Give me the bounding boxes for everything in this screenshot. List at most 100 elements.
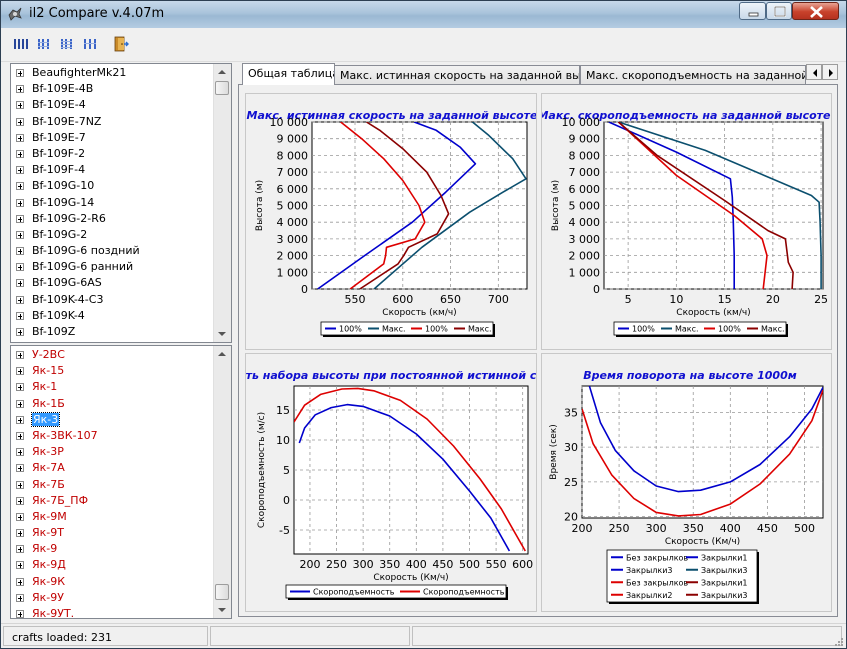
expand-plus-icon[interactable] [16,383,24,392]
expand-plus-icon[interactable] [16,351,24,359]
close-button[interactable] [792,2,839,20]
tree-item-label[interactable]: Як-9М [32,509,67,523]
tree-item[interactable]: Як-9УТ. [11,606,214,619]
tree-item[interactable]: Bf-109G-2 [11,227,214,243]
expand-plus-icon[interactable] [16,480,24,489]
tree-item[interactable]: Як-3ВК-107 [11,428,214,444]
tree-item[interactable]: У-2ВС [11,347,214,363]
expand-plus-icon[interactable] [16,166,24,175]
tree-item-label[interactable]: Як-1Б [32,396,65,410]
tree-item[interactable]: Як-7Б [11,477,214,493]
tree-item-label[interactable]: Bf-109K-4 [32,308,85,322]
tree-item-label[interactable]: Bf-109G-6 ранний [32,260,134,274]
view-4-icon[interactable] [82,36,98,52]
tree-top-scrollbar[interactable] [213,64,231,342]
tree-item[interactable]: Як-9У [11,590,214,606]
expand-plus-icon[interactable] [16,464,24,473]
tree-item[interactable]: Bf-109G-2-R6 [11,211,214,227]
tree-item[interactable]: Як-9К [11,574,214,590]
expand-plus-icon[interactable] [16,610,24,618]
tree-item-label[interactable]: Як-7Б [32,477,65,491]
tree-item[interactable]: Bf-109E-7 [11,130,214,146]
tree-item[interactable]: Як-7А [11,460,214,476]
tree-item-label[interactable]: Bf-109E-7 [32,130,86,144]
expand-plus-icon[interactable] [16,230,24,239]
tree-item[interactable]: BeaufighterMk21 [11,65,214,81]
minimize-button[interactable] [739,2,766,20]
expand-plus-icon[interactable] [16,279,24,288]
tree-top-scroll-thumb[interactable] [215,81,229,95]
tree-item-label[interactable]: Bf-109Z [32,325,76,338]
tree-item-label[interactable]: Bf-109G-2-R6 [32,211,106,225]
tree-item-label[interactable]: Bf-109G-14 [32,195,95,209]
tab-scroll-left-icon[interactable] [806,64,822,80]
tree-item[interactable]: Як-9Т [11,525,214,541]
tree-item-label[interactable]: Як-9УТ. [32,607,75,619]
expand-plus-icon[interactable] [16,496,24,505]
tree-item[interactable]: Bf-109G-6 ранний [11,259,214,275]
tree-item-label[interactable]: Як-3Р [32,445,64,459]
expand-plus-icon[interactable] [16,399,24,408]
tree-item-label[interactable]: Bf-109G-2 [32,227,88,241]
expand-plus-icon[interactable] [16,69,24,77]
tree-item[interactable]: Bf-109F-4 [11,162,214,178]
title-bar[interactable]: il2 Compare v.4.07m [1,1,846,28]
tree-item[interactable]: Як-9М [11,509,214,525]
tree-item[interactable]: Bf-109F-2 [11,146,214,162]
expand-plus-icon[interactable] [16,593,24,602]
tree-item-label[interactable]: У-2ВС [32,348,65,361]
expand-plus-icon[interactable] [16,545,24,554]
tree-item[interactable]: Як-1Б [11,396,214,412]
expand-plus-icon[interactable] [16,295,24,304]
expand-plus-icon[interactable] [16,529,24,538]
tree-item[interactable]: Як-9 [11,541,214,557]
aircraft-tree-bottom[interactable]: У-2ВС Як-15 Як-1 Як-1Б Як-3 Як-3ВК-107 Як-3Р Як… [10,345,232,619]
expand-plus-icon[interactable] [16,415,24,424]
tree-item-label[interactable]: Bf-109G-10 [32,179,95,193]
expand-plus-icon[interactable] [16,431,24,440]
expand-plus-icon[interactable] [16,117,24,126]
expand-plus-icon[interactable] [16,311,24,320]
maximize-button[interactable] [766,2,792,20]
tree-item-label[interactable]: Як-7А [32,461,65,475]
tree-item-label[interactable]: Bf-109E-7NZ [32,114,102,128]
tree-item[interactable]: Як-15 [11,363,214,379]
expand-plus-icon[interactable] [16,263,24,272]
tree-item[interactable]: Як-1 [11,379,214,395]
scroll-up-icon[interactable] [214,346,230,362]
tree-item-label[interactable]: Як-9У [32,590,64,604]
view-3-icon[interactable] [59,36,75,52]
tree-item-label[interactable]: Bf-109E-4 [32,98,86,112]
view-1-icon[interactable] [13,36,29,52]
expand-plus-icon[interactable] [16,247,24,256]
expand-plus-icon[interactable] [16,561,24,570]
tree-item[interactable]: Bf-109G-6 поздний [11,243,214,259]
tree-item-label[interactable]: Як-1 [32,380,58,394]
tree-item[interactable]: Bf-109E-4B [11,81,214,97]
expand-plus-icon[interactable] [16,198,24,207]
expand-plus-icon[interactable] [16,367,24,376]
scroll-up-icon[interactable] [214,64,230,80]
tree-bottom-scroll-thumb[interactable] [215,584,229,600]
tree-item[interactable]: Bf-109G-14 [11,195,214,211]
tree-item-label[interactable]: Як-15 [32,364,65,378]
tree-item-label[interactable]: Як-3 [30,411,61,427]
tree-item-label[interactable]: Bf-109E-4B [32,82,94,96]
tree-item[interactable]: Bf-109E-4 [11,97,214,113]
expand-plus-icon[interactable] [16,328,24,336]
tree-item[interactable]: Як-3Р [11,444,214,460]
tree-item-label[interactable]: BeaufighterMk21 [32,66,127,79]
tree-item[interactable]: Bf-109G-6AS [11,275,214,291]
tree-item-label[interactable]: Bf-109F-4 [32,163,86,177]
tree-item[interactable]: Bf-109K-4-C3 [11,292,214,308]
tab-max-true-speed[interactable]: Макс. истинная скорость на заданной высо… [334,65,580,84]
tree-item-label[interactable]: Як-7Б_ПФ [32,493,89,507]
tree-item-label[interactable]: Bf-109K-4-C3 [32,292,104,306]
tab-scroll-right-icon[interactable] [822,64,838,80]
tree-item-label[interactable]: Як-9К [32,574,66,588]
tree-item-label[interactable]: Як-3ВК-107 [32,428,98,442]
expand-plus-icon[interactable] [16,101,24,110]
tree-item[interactable]: Bf-109K-4 [11,308,214,324]
expand-plus-icon[interactable] [16,85,24,94]
tree-item-label[interactable]: Як-9Т [32,526,64,540]
